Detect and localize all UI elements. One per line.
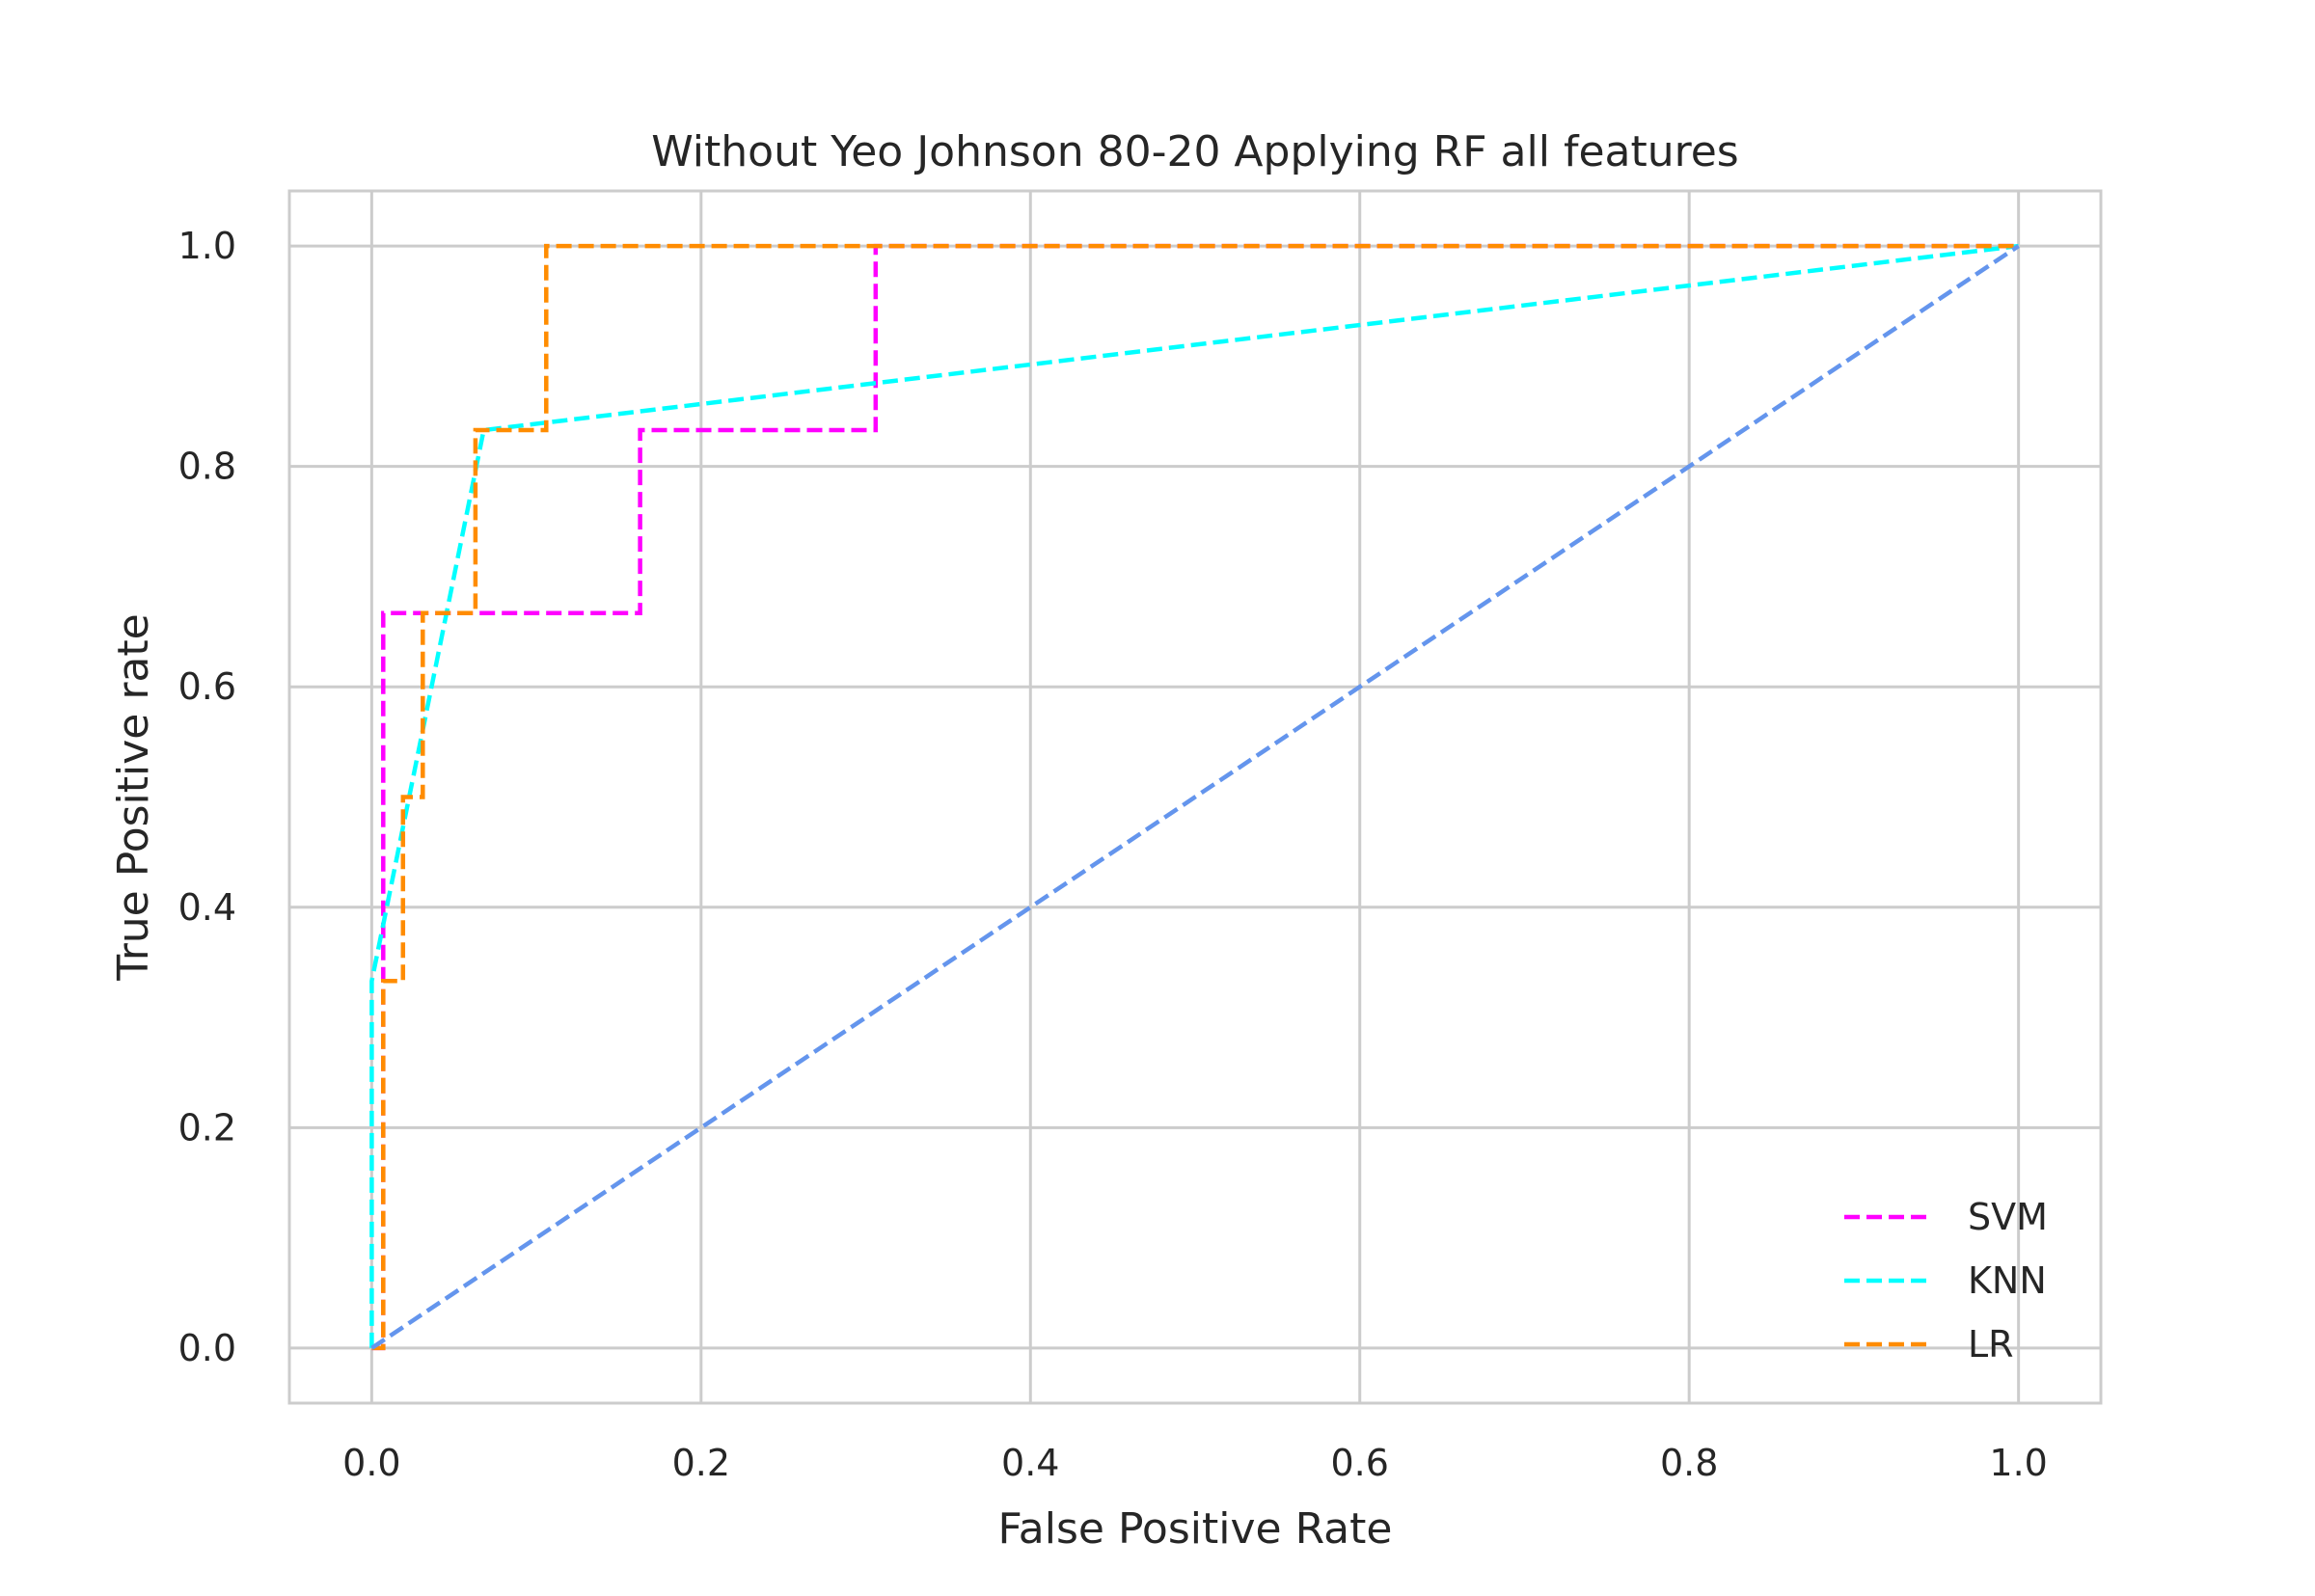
legend: SVM KNN LR [1844, 1196, 2048, 1366]
x-tick-label: 0.8 [1660, 1442, 1718, 1484]
x-axis-label: False Positive Rate [998, 1504, 1393, 1554]
x-tick-label: 0.6 [1331, 1442, 1389, 1484]
x-tick-label: 0.2 [672, 1442, 730, 1484]
tick-labels: 0.0 0.2 0.4 0.6 0.8 1.0 0.0 0.2 0.4 0.6 0.8 1.0 [178, 225, 2048, 1484]
legend-label-knn: KNN [1968, 1259, 2047, 1302]
reference-diagonal-line [370, 244, 2020, 1350]
x-tick-label: 0.0 [342, 1442, 400, 1484]
series-lr-line [371, 243, 2019, 1351]
chart-title: Without Yeo Johnson 80-20 Applying RF al… [651, 127, 1738, 176]
legend-label-svm: SVM [1968, 1196, 2048, 1238]
series-knn-line [369, 243, 2019, 1348]
y-axis-label: True Positive rate [109, 613, 158, 981]
x-tick-label: 1.0 [1989, 1442, 2047, 1484]
y-tick-label: 0.8 [178, 446, 236, 488]
y-tick-label: 0.4 [178, 886, 236, 929]
y-tick-label: 0.6 [178, 665, 236, 708]
legend-label-lr: LR [1968, 1323, 2014, 1366]
y-tick-label: 0.2 [178, 1106, 236, 1149]
x-tick-label: 0.4 [1001, 1442, 1059, 1484]
y-tick-label: 1.0 [178, 225, 236, 267]
series-layer [369, 243, 2020, 1351]
y-tick-label: 0.0 [178, 1327, 236, 1369]
plot-frame [287, 189, 2103, 1405]
